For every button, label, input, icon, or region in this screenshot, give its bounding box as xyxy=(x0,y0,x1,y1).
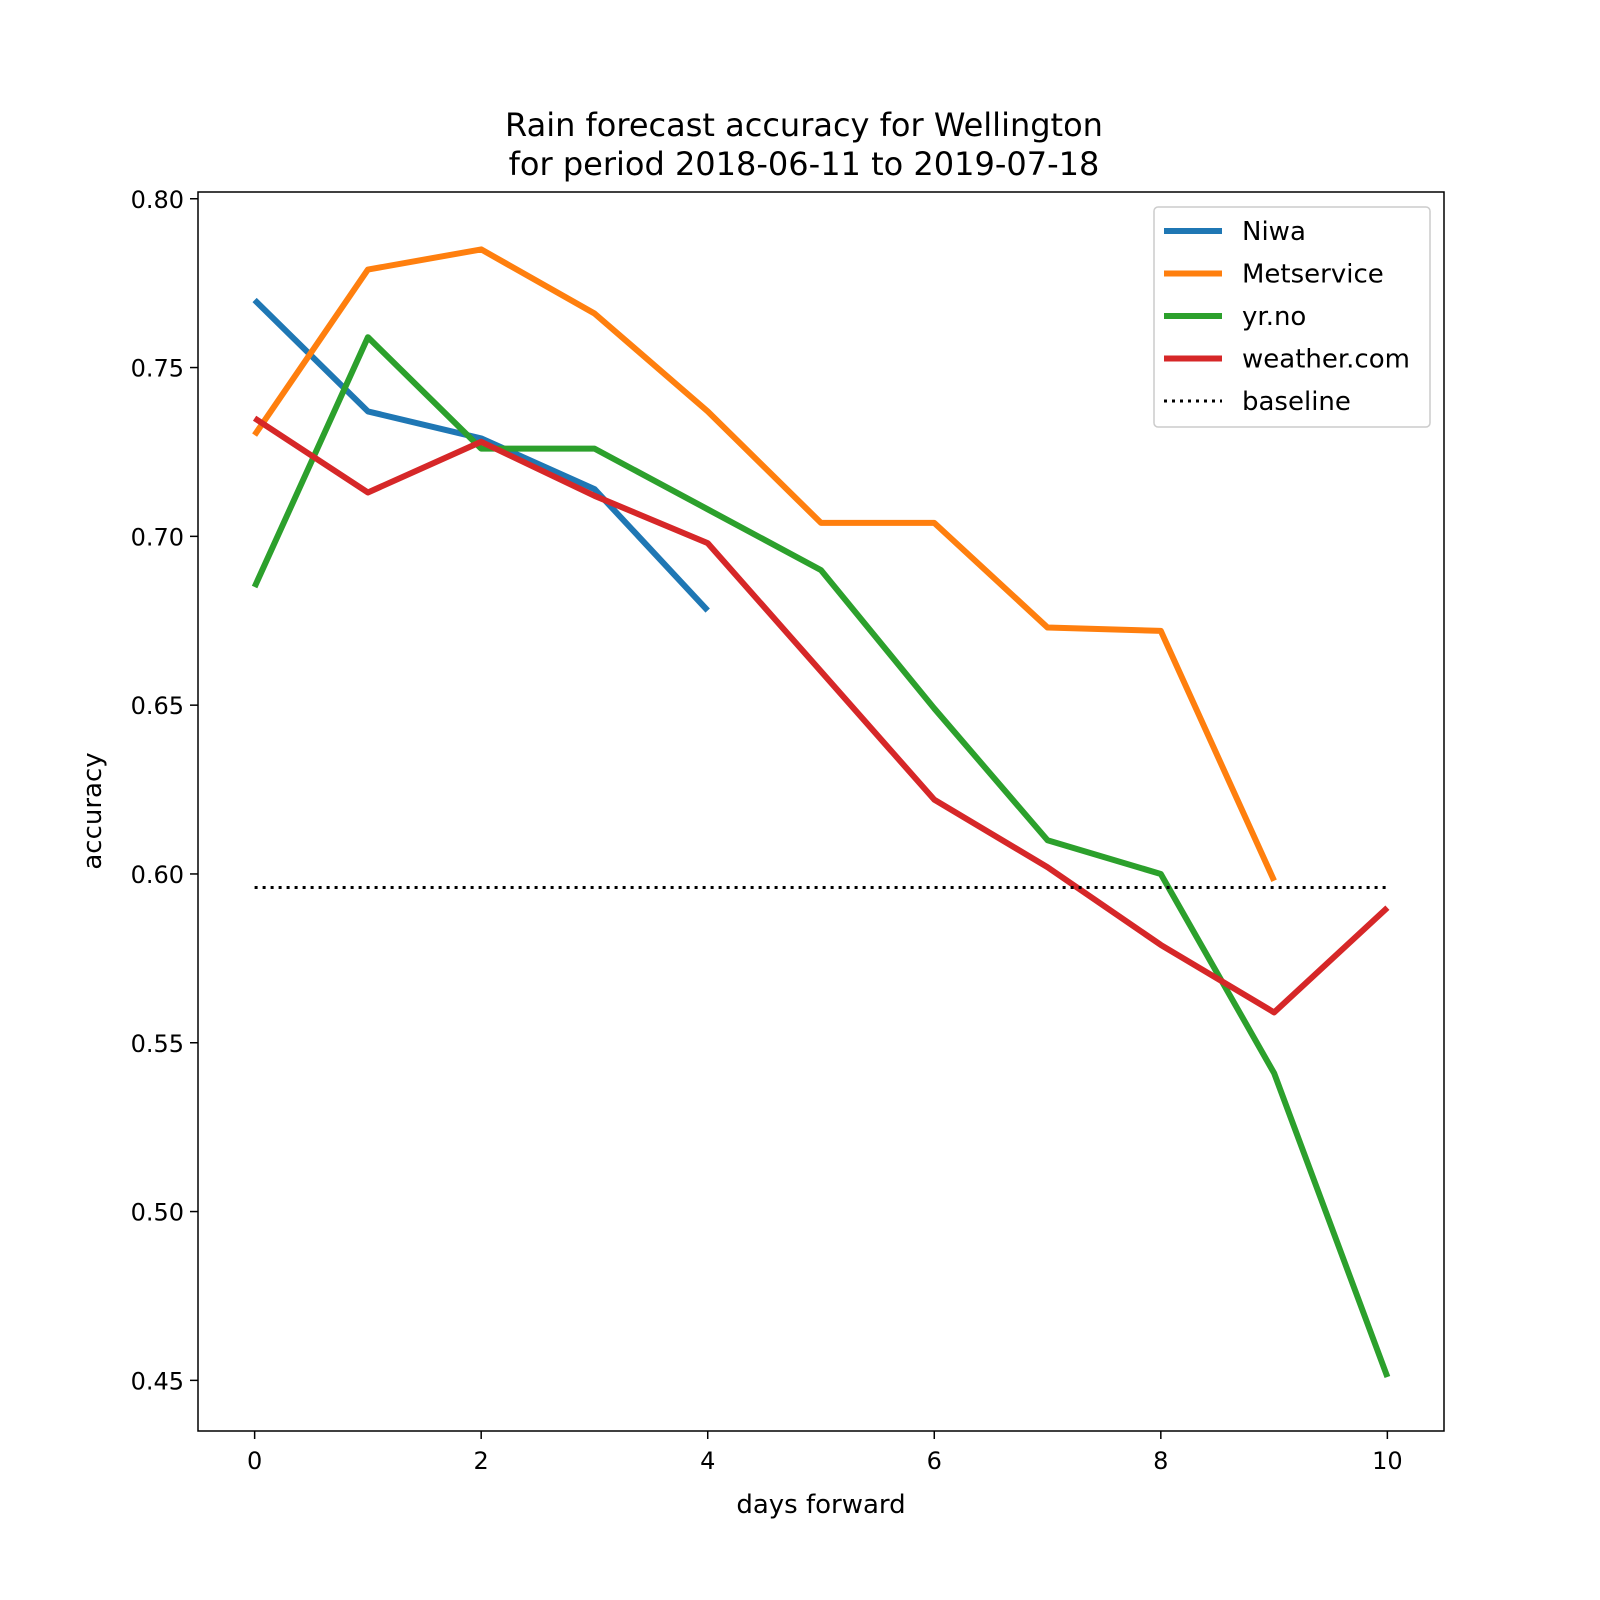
x-tick-label: 4 xyxy=(700,1447,715,1475)
y-tick-label: 0.50 xyxy=(131,1199,184,1227)
series-line-niwa xyxy=(252,297,710,613)
x-axis: 0 2 4 6 8 10 xyxy=(247,1431,1403,1475)
y-tick-label: 0.45 xyxy=(131,1367,184,1395)
series-layer xyxy=(251,246,1391,1379)
y-tick-label: 0.65 xyxy=(131,692,184,720)
y-axis: 0.45 0.50 0.55 0.60 0.65 0.70 0.75 0.80 xyxy=(131,186,198,1395)
x-tick-label: 2 xyxy=(474,1447,489,1475)
series-line-weather-com xyxy=(252,415,1390,1016)
plot-frame xyxy=(197,191,1445,1432)
y-tick-label: 0.80 xyxy=(131,186,184,214)
legend-label-baseline: baseline xyxy=(1242,387,1351,417)
chart-title: Rain forecast accuracy for Wellington xyxy=(505,106,1103,144)
x-tick-label: 10 xyxy=(1372,1447,1403,1475)
chart-subtitle: for period 2018-06-11 to 2019-07-18 xyxy=(509,145,1100,183)
legend-label-yr-no: yr.no xyxy=(1242,302,1306,332)
y-tick-label: 0.60 xyxy=(131,861,184,889)
legend-label-metservice: Metservice xyxy=(1242,260,1384,290)
series-line-yr-no xyxy=(251,334,1391,1379)
legend-label-niwa: Niwa xyxy=(1242,217,1306,247)
y-tick-label: 0.75 xyxy=(131,355,184,383)
series-line-metservice xyxy=(252,246,1277,882)
y-axis-label: accuracy xyxy=(78,752,108,869)
y-tick-label: 0.55 xyxy=(131,1030,184,1058)
x-tick-label: 0 xyxy=(247,1447,262,1475)
x-axis-label: days forward xyxy=(736,1490,905,1520)
legend: Niwa Metservice yr.no weather.com baseline xyxy=(1153,206,1431,428)
y-tick-label: 0.70 xyxy=(131,523,184,551)
legend-label-weather-com: weather.com xyxy=(1242,345,1410,375)
x-tick-label: 6 xyxy=(927,1447,942,1475)
legend-box xyxy=(1153,206,1431,428)
x-tick-label: 8 xyxy=(1153,1447,1168,1475)
